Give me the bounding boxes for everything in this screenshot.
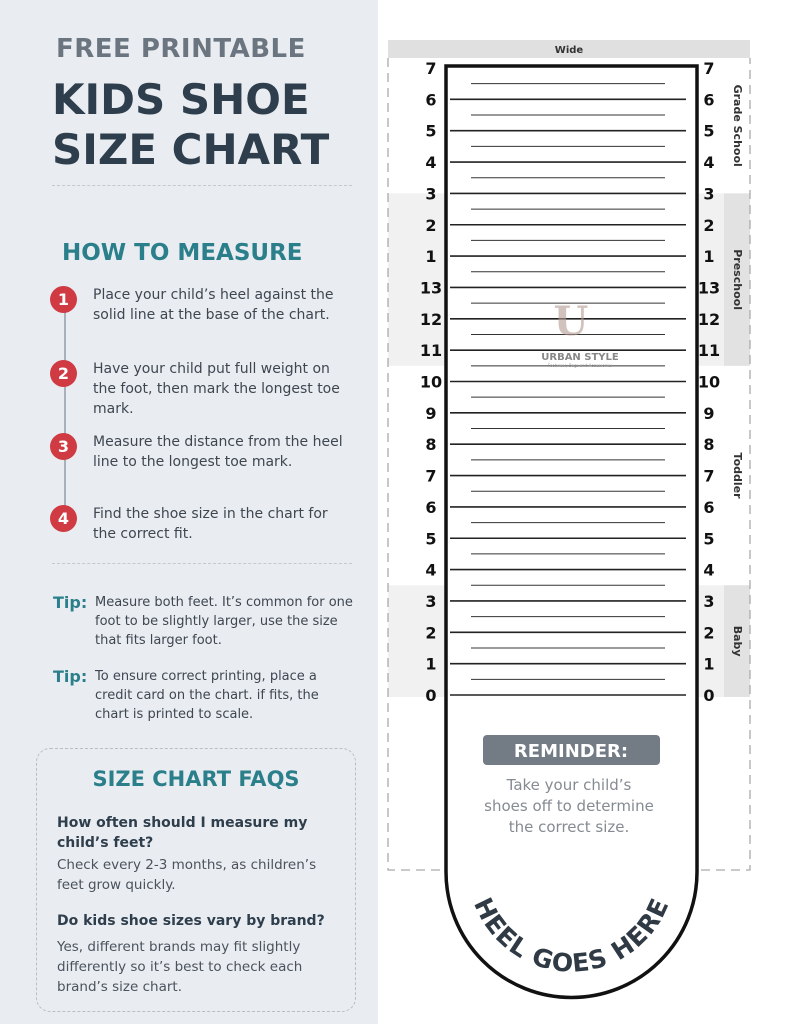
reminder-badge	[483, 735, 660, 765]
step-text: Measure the distance from the heel line …	[93, 434, 343, 470]
brand-logo-name: URBAN STYLE	[541, 352, 619, 363]
size-label-right: 8	[703, 435, 714, 454]
size-label-left: 4	[425, 561, 436, 580]
foot-outline	[444, 64, 699, 1000]
faq-answer: Yes, different brands may fit slightly d…	[57, 939, 303, 995]
reminder-text: the correct size.	[509, 818, 630, 836]
group-label-cell	[724, 193, 750, 366]
step-badge: 3	[50, 433, 77, 460]
step-2: 2 Have your child put full weight on the …	[50, 359, 343, 419]
reminder-text: Take your child’s	[506, 776, 632, 794]
size-label-left: 3	[425, 184, 436, 203]
group-label: Toddler	[731, 453, 744, 500]
size-label-left: 2	[425, 216, 436, 235]
size-label-right: 13	[698, 278, 720, 297]
size-label-left: 11	[420, 341, 442, 360]
tip-label: Tip:	[53, 593, 88, 612]
size-label-left: 5	[425, 122, 436, 141]
size-label-left: 3	[425, 592, 436, 611]
group-label: Grade School	[731, 85, 744, 167]
size-label-left: 6	[425, 90, 436, 109]
group-label: Preschool	[731, 249, 744, 310]
size-label-right: 2	[703, 216, 714, 235]
size-label-left: 7	[425, 59, 436, 78]
size-label-right: 2	[703, 623, 714, 642]
size-label-left: 6	[425, 498, 436, 517]
reminder-title: REMINDER:	[514, 741, 628, 762]
tip-label: Tip:	[53, 667, 88, 686]
step-text: Have your child put full weight on the f…	[93, 361, 340, 417]
tip-text: To ensure correct printing, place a cred…	[95, 669, 319, 722]
size-label-left: 4	[425, 153, 436, 172]
faq-question: How often should I measure my child’s fe…	[57, 815, 308, 851]
brand-logo-tagline: Footwear, Bags and Accessories	[548, 363, 612, 368]
step-text: Find the shoe size in the chart for the …	[93, 506, 328, 542]
size-label-right: 10	[698, 373, 720, 392]
size-label-right: 1	[703, 655, 714, 674]
size-label-right: 1	[703, 247, 714, 266]
size-label-right: 6	[703, 498, 714, 517]
step-4: 4 Find the shoe size in the chart for the…	[50, 504, 343, 544]
tip-text: Measure both feet. It’s common for one f…	[95, 595, 353, 648]
size-label-right: 7	[703, 467, 714, 486]
page-title: KIDS SHOE SIZE CHART	[52, 75, 329, 175]
size-label-left: 2	[425, 623, 436, 642]
size-label-right: 5	[703, 529, 714, 548]
step-1: 1 Place your child’s heel against the sol…	[50, 285, 343, 325]
size-label-left: 12	[420, 310, 442, 329]
tip-1: Tip: Measure both feet. It’s common for o…	[53, 593, 355, 650]
size-label-left: 1	[425, 247, 436, 266]
size-label-left: 0	[425, 686, 436, 705]
size-label-right: 3	[703, 184, 714, 203]
size-label-right: 7	[703, 59, 714, 78]
size-label-right: 0	[703, 686, 714, 705]
step-text: Place your child’s heel against the soli…	[93, 287, 334, 323]
steps-connector	[64, 300, 66, 515]
size-label-right: 3	[703, 592, 714, 611]
size-label-right: 11	[698, 341, 720, 360]
size-label-right: 4	[703, 153, 714, 172]
width-label: Wide	[555, 45, 584, 56]
group-label-cell	[724, 585, 750, 697]
faq-answer: Check every 2-3 months, as children’s fe…	[57, 857, 317, 893]
size-label-right: 12	[698, 310, 720, 329]
size-label-left: 5	[425, 529, 436, 548]
group-label: Baby	[731, 626, 744, 657]
size-label-left: 7	[425, 467, 436, 486]
step-badge: 1	[50, 286, 77, 313]
divider	[52, 185, 352, 186]
faq-heading: SIZE CHART FAQS	[92, 767, 300, 791]
brand-logo-mark: U	[554, 298, 589, 345]
step-badge: 4	[50, 505, 77, 532]
title-line-2: SIZE CHART	[52, 125, 330, 174]
size-label-right: 4	[703, 561, 714, 580]
title-line-1: KIDS SHOE	[52, 75, 310, 124]
size-label-right: 5	[703, 122, 714, 141]
size-label-left: 10	[420, 373, 442, 392]
size-label-left: 9	[425, 404, 436, 423]
size-label-left: 1	[425, 655, 436, 674]
step-badge: 2	[50, 360, 77, 387]
size-label-right: 6	[703, 90, 714, 109]
tip-2: Tip: To ensure correct printing, place a …	[53, 667, 355, 724]
instructions-panel: FREE PRINTABLE KIDS SHOE SIZE CHART HOW …	[0, 0, 378, 1024]
how-to-heading: HOW TO MEASURE	[62, 240, 303, 266]
size-label-left: 8	[425, 435, 436, 454]
faq-question: Do kids shoe sizes vary by brand?	[57, 913, 325, 929]
width-header	[388, 40, 750, 58]
size-label-right: 9	[703, 404, 714, 423]
reminder-text: shoes off to determine	[484, 797, 654, 815]
divider	[52, 563, 352, 564]
subtitle: FREE PRINTABLE	[56, 34, 306, 64]
size-label-left: 13	[420, 278, 442, 297]
step-3: 3 Measure the distance from the heel line…	[50, 432, 343, 472]
faq-box: SIZE CHART FAQS How often should I measu…	[36, 748, 356, 1012]
